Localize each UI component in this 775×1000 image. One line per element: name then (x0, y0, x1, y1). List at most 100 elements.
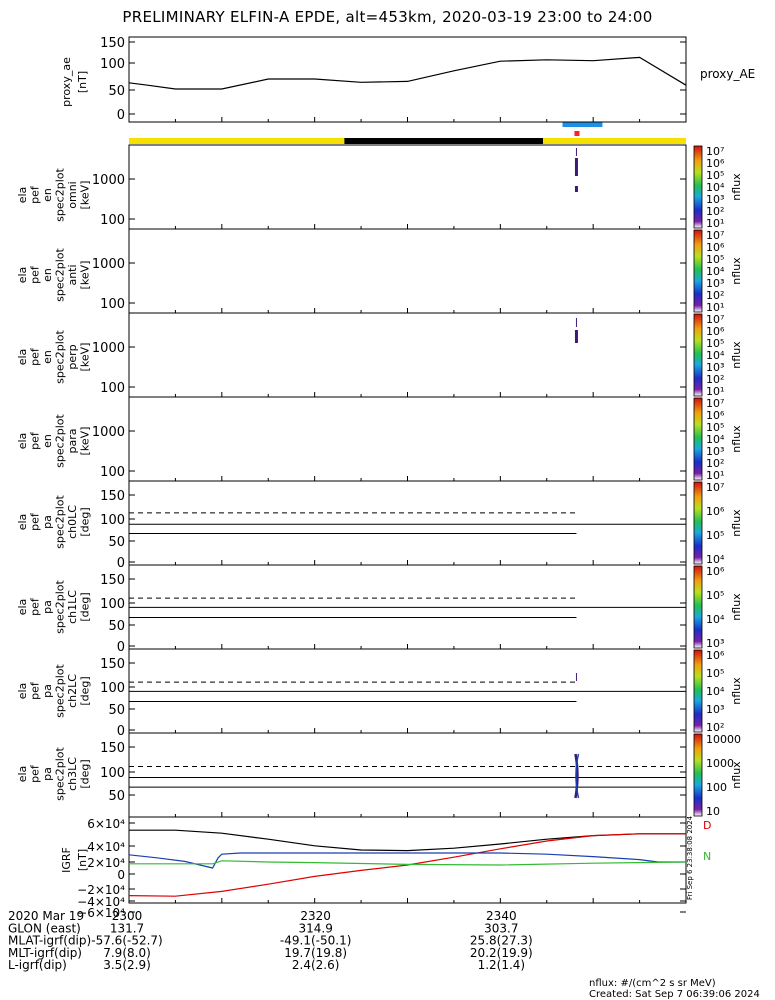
colorbar-para (693, 397, 703, 481)
y-axis-label-igrf-1: [nT] (76, 849, 89, 871)
colorbar-tick-omni-1: 10⁶ (706, 157, 725, 170)
y-axis-label-para-1: pef (29, 431, 42, 450)
colorbar-ch2LC (693, 649, 703, 733)
y-tick-label-igrf-2: 2×10⁴ (87, 856, 125, 870)
y-tick-label-proxy_ae-3: 0 (117, 108, 125, 123)
colorbar-label-perp: nflux (730, 341, 743, 369)
igrf-legend-d: D (703, 819, 711, 832)
ephem-value-1-0: 131.7 (110, 921, 144, 935)
colorbar-tick-ch0LC-0: 10⁷ (706, 481, 724, 494)
y-tick-label-ch1LC-1: 100 (100, 597, 125, 612)
panel-frame-anti (128, 228, 687, 314)
colorbar-tick-anti-5: 10² (706, 289, 724, 302)
y-axis-label-ch3LC-4: ch3LC (66, 757, 79, 791)
y-axis-label-ch3LC-0: ela (16, 766, 29, 783)
ephem-label-1: GLON (east) (8, 921, 81, 935)
colorbar-tick-anti-6: 10¹ (706, 301, 724, 314)
y-axis-label-para-5: [keV] (79, 427, 92, 456)
y-axis-label-para-2: en (41, 434, 54, 448)
colorbar-tick-ch1LC-3: 10³ (706, 637, 724, 650)
colorbar-label-ch3LC: nflux (730, 761, 743, 789)
colorbar-tick-perp-1: 10⁶ (706, 325, 725, 338)
colorbar-tick-ch2LC-4: 10² (706, 721, 724, 734)
colorbar-tick-ch2LC-0: 10⁶ (706, 649, 725, 662)
y-tick-label-ch3LC-0: 150 (100, 741, 125, 756)
y-axis-label-perp-4: perp (66, 344, 79, 369)
orbit-bar-segment-0 (129, 138, 345, 144)
colorbar-tick-anti-4: 10³ (706, 277, 724, 290)
y-tick-label-ch0LC-1: 100 (100, 513, 125, 528)
y-axis-label-anti-2: en (41, 268, 54, 282)
y-axis-label-perp-2: en (41, 350, 54, 364)
colorbar-tick-perp-3: 10⁴ (706, 349, 725, 362)
y-tick-label-igrf-1: 4×10⁴ (87, 840, 125, 854)
science-zone-marker (574, 131, 580, 136)
colorbar-label-ch0LC: nflux (730, 509, 743, 537)
colorbar-tick-ch0LC-3: 10⁴ (706, 553, 725, 566)
colorbar-tick-omni-0: 10⁷ (706, 145, 724, 158)
orbit-bar-segment-1 (344, 138, 544, 144)
y-axis-label-para-4: para (66, 429, 79, 454)
colorbar-tick-omni-5: 10² (706, 205, 724, 218)
y-axis-label-ch0LC-0: ela (16, 514, 29, 531)
y-axis-label-omni-3: spec2plot (54, 168, 67, 222)
y-axis-label-ch3LC-5: [deg] (79, 759, 92, 788)
y-axis-label-proxy_ae-1: [nT] (76, 71, 89, 93)
ephem-value-4-2: 1.2(1.4) (478, 958, 526, 972)
y-axis-label-ch1LC-4: ch1LC (66, 590, 79, 624)
y-axis-label-ch1LC-3: spec2plot (54, 580, 67, 634)
panel-frame-ch0LC (128, 480, 687, 566)
spectrogram-mark-2 (574, 330, 578, 343)
y-tick-label-ch3LC-2: 50 (108, 789, 125, 804)
y-tick-label-igrf-0: 6×10⁴ (87, 817, 125, 831)
colorbar-tick-para-1: 10⁶ (706, 409, 725, 422)
y-tick-label-para-1: 100 (100, 465, 125, 480)
colorbar-tick-ch3LC-0: 10000 (706, 733, 741, 746)
ephem-value-2-1: -49.1(-50.1) (280, 934, 351, 948)
y-tick-label-ch1LC-2: 50 (108, 619, 125, 634)
y-tick-label-igrf-4: −2×10⁴ (77, 883, 125, 897)
spectrogram-mark-0 (574, 158, 578, 176)
colorbar-label-ch2LC: nflux (730, 677, 743, 705)
colorbar-label-ch1LC: nflux (730, 593, 743, 621)
colorbar-tick-perp-0: 10⁷ (706, 313, 724, 326)
colorbar-tick-ch2LC-3: 10³ (706, 703, 724, 716)
y-tick-label-omni-0: 1000 (92, 173, 125, 188)
ephem-value-3-1: 19.7(19.8) (284, 946, 347, 960)
y-tick-label-anti-1: 100 (100, 297, 125, 312)
colorbar-label-omni: nflux (730, 173, 743, 201)
igrf-legend-n: N (703, 850, 711, 863)
y-axis-label-ch2LC-1: pef (29, 681, 42, 700)
science-zone-bar (562, 122, 603, 127)
colorbar-tick-para-0: 10⁷ (706, 397, 724, 410)
igrf-series-blue (128, 852, 686, 869)
y-axis-label-ch2LC-5: [deg] (79, 676, 92, 705)
y-axis-label-anti-3: spec2plot (54, 248, 67, 302)
panel-frame-para (128, 396, 687, 482)
y-tick-label-perp-1: 100 (100, 381, 125, 396)
colorbar-tick-ch0LC-1: 10⁶ (706, 505, 725, 518)
y-axis-label-perp-0: ela (16, 349, 29, 366)
ephem-value-3-2: 20.2(19.9) (470, 946, 533, 960)
side-timestamp: Fri Sep 6 23:38:08 2024 (686, 815, 694, 900)
igrf-series-green (129, 860, 687, 866)
y-axis-label-perp-5: [keV] (79, 343, 92, 372)
panel-frame-ch3LC (128, 732, 687, 818)
y-axis-label-ch2LC-2: pa (41, 684, 54, 698)
colorbar-tick-perp-4: 10³ (706, 361, 724, 374)
y-tick-label-ch2LC-3: 0 (117, 724, 125, 739)
y-axis-label-perp-1: pef (29, 347, 42, 366)
colorbar-tick-ch2LC-1: 10⁵ (706, 667, 724, 680)
y-tick-label-ch3LC-1: 100 (100, 766, 125, 781)
y-tick-label-anti-0: 1000 (92, 257, 125, 272)
y-axis-label-para-0: ela (16, 433, 29, 450)
y-axis-label-ch0LC-2: pa (41, 515, 54, 529)
colorbar-label-anti: nflux (730, 257, 743, 285)
y-tick-label-igrf-6: −6×10⁴ (77, 906, 125, 920)
ephem-value-0-1: 2320 (300, 909, 331, 923)
y-tick-label-igrf-3: 0 (117, 868, 125, 882)
y-axis-label-ch1LC-2: pa (41, 600, 54, 614)
y-axis-label-anti-5: [keV] (79, 261, 92, 290)
colorbar-tick-ch1LC-1: 10⁵ (706, 589, 724, 602)
